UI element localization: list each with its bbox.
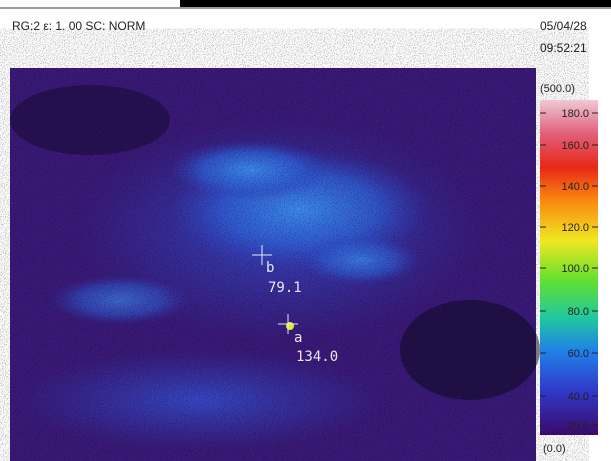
thermal-screen: RG:2 ε: 1. 00 SC: NORM 05/04/28 09:52:21…	[0, 0, 611, 461]
scale-min: (0.0)	[543, 443, 566, 455]
marker-value: 134.0	[296, 349, 338, 365]
tick-label: 140.0	[561, 181, 589, 193]
tick-label: 60.0	[568, 348, 589, 360]
status-text: RG:2 ε: 1. 00 SC: NORM	[12, 19, 145, 33]
scale-max: (500.0)	[540, 83, 575, 95]
tick-label: 180.0	[561, 108, 589, 120]
marker-label: a	[294, 330, 302, 346]
top-bar	[180, 0, 611, 7]
thermal-image	[10, 68, 540, 461]
tick-label: 100.0	[561, 263, 589, 275]
marker-label: b	[266, 260, 274, 276]
time: 09:52:21	[540, 41, 587, 55]
tick-label: 40.0	[568, 391, 589, 403]
date: 05/04/28	[540, 19, 587, 33]
tick-label: 120.0	[561, 222, 589, 234]
tick-label: 80.0	[568, 306, 589, 318]
tick-label: 160.0	[561, 140, 589, 152]
tick-label: 20.0	[568, 420, 589, 432]
marker-value: 79.1	[268, 280, 302, 296]
